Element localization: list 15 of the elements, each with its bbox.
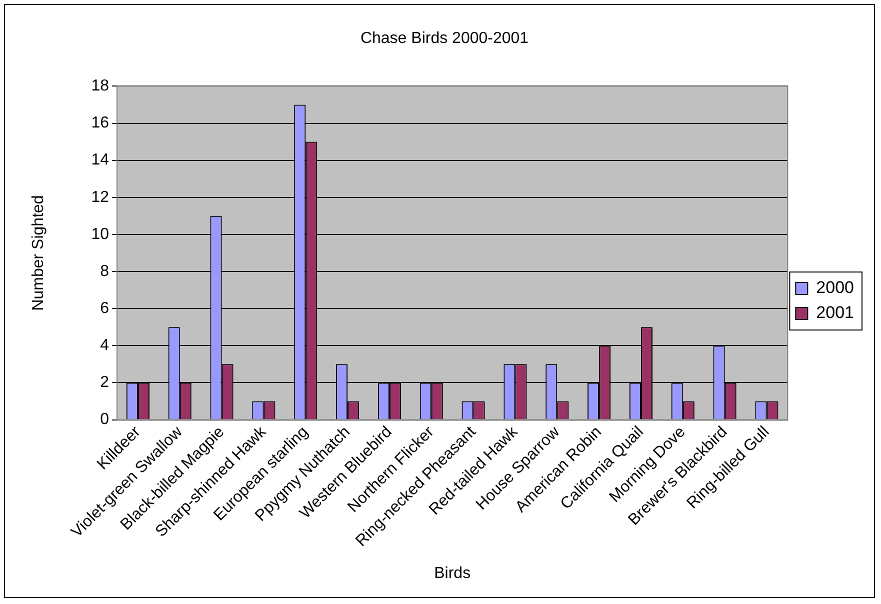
legend-label: 2000 bbox=[816, 278, 854, 298]
y-tick-label: 16 bbox=[91, 114, 110, 132]
y-tick-label: 10 bbox=[91, 226, 110, 243]
y-tick-label: 0 bbox=[100, 411, 110, 428]
y-tick-label: 12 bbox=[91, 188, 110, 206]
y-axis-title: Number Sighted bbox=[30, 195, 48, 311]
y-tick-label: 4 bbox=[100, 337, 110, 354]
legend-label: 2001 bbox=[816, 303, 854, 322]
y-tick-label: 14 bbox=[91, 152, 110, 169]
x-axis-title: Birds bbox=[434, 564, 471, 582]
y-tick-label: 18 bbox=[91, 78, 110, 95]
chart-title: Chase Birds 2000-2001 bbox=[360, 30, 529, 48]
y-tick-label: 8 bbox=[100, 262, 110, 280]
y-tick-label: 6 bbox=[100, 300, 110, 317]
y-tick-label: 2 bbox=[100, 374, 110, 392]
